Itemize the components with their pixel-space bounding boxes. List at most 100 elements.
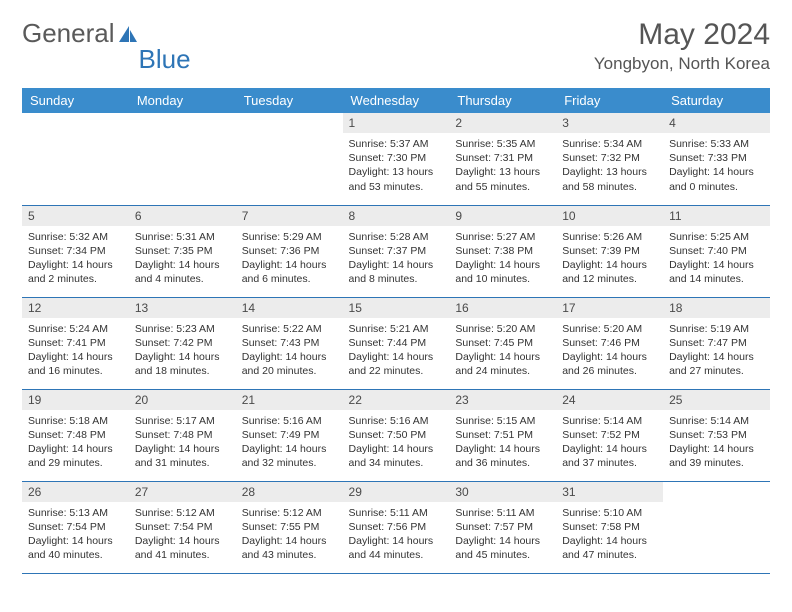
calendar-cell: 24Sunrise: 5:14 AMSunset: 7:52 PMDayligh… [556, 389, 663, 481]
weekday-header: Monday [129, 88, 236, 113]
calendar-cell: 28Sunrise: 5:12 AMSunset: 7:55 PMDayligh… [236, 481, 343, 573]
day-body: Sunrise: 5:21 AMSunset: 7:44 PMDaylight:… [343, 318, 450, 385]
day-number: 24 [556, 390, 663, 410]
day-number: 28 [236, 482, 343, 502]
day-number: 5 [22, 206, 129, 226]
day-number: 19 [22, 390, 129, 410]
title-block: May 2024 Yongbyon, North Korea [594, 18, 770, 74]
calendar-cell [236, 113, 343, 205]
calendar-cell: 16Sunrise: 5:20 AMSunset: 7:45 PMDayligh… [449, 297, 556, 389]
calendar-table: SundayMondayTuesdayWednesdayThursdayFrid… [22, 88, 770, 574]
day-number: 21 [236, 390, 343, 410]
day-body: Sunrise: 5:14 AMSunset: 7:52 PMDaylight:… [556, 410, 663, 477]
day-body: Sunrise: 5:27 AMSunset: 7:38 PMDaylight:… [449, 226, 556, 293]
day-body: Sunrise: 5:31 AMSunset: 7:35 PMDaylight:… [129, 226, 236, 293]
calendar-cell: 15Sunrise: 5:21 AMSunset: 7:44 PMDayligh… [343, 297, 450, 389]
calendar-cell: 9Sunrise: 5:27 AMSunset: 7:38 PMDaylight… [449, 205, 556, 297]
day-number: 9 [449, 206, 556, 226]
day-body: Sunrise: 5:11 AMSunset: 7:57 PMDaylight:… [449, 502, 556, 569]
day-number: 14 [236, 298, 343, 318]
day-body: Sunrise: 5:19 AMSunset: 7:47 PMDaylight:… [663, 318, 770, 385]
day-body: Sunrise: 5:29 AMSunset: 7:36 PMDaylight:… [236, 226, 343, 293]
calendar-cell [663, 481, 770, 573]
calendar-cell: 5Sunrise: 5:32 AMSunset: 7:34 PMDaylight… [22, 205, 129, 297]
calendar-row: 26Sunrise: 5:13 AMSunset: 7:54 PMDayligh… [22, 481, 770, 573]
day-number: 1 [343, 113, 450, 133]
calendar-row: 1Sunrise: 5:37 AMSunset: 7:30 PMDaylight… [22, 113, 770, 205]
calendar-cell: 11Sunrise: 5:25 AMSunset: 7:40 PMDayligh… [663, 205, 770, 297]
month-title: May 2024 [594, 18, 770, 52]
day-body: Sunrise: 5:28 AMSunset: 7:37 PMDaylight:… [343, 226, 450, 293]
calendar-row: 12Sunrise: 5:24 AMSunset: 7:41 PMDayligh… [22, 297, 770, 389]
weekday-header: Tuesday [236, 88, 343, 113]
calendar-cell: 3Sunrise: 5:34 AMSunset: 7:32 PMDaylight… [556, 113, 663, 205]
day-number: 20 [129, 390, 236, 410]
day-number: 26 [22, 482, 129, 502]
day-number: 8 [343, 206, 450, 226]
calendar-row: 19Sunrise: 5:18 AMSunset: 7:48 PMDayligh… [22, 389, 770, 481]
day-body: Sunrise: 5:14 AMSunset: 7:53 PMDaylight:… [663, 410, 770, 477]
calendar-cell: 27Sunrise: 5:12 AMSunset: 7:54 PMDayligh… [129, 481, 236, 573]
weekday-header: Saturday [663, 88, 770, 113]
day-number: 15 [343, 298, 450, 318]
day-number: 22 [343, 390, 450, 410]
day-body: Sunrise: 5:32 AMSunset: 7:34 PMDaylight:… [22, 226, 129, 293]
calendar-cell: 7Sunrise: 5:29 AMSunset: 7:36 PMDaylight… [236, 205, 343, 297]
calendar-cell: 17Sunrise: 5:20 AMSunset: 7:46 PMDayligh… [556, 297, 663, 389]
day-body: Sunrise: 5:24 AMSunset: 7:41 PMDaylight:… [22, 318, 129, 385]
day-body: Sunrise: 5:16 AMSunset: 7:49 PMDaylight:… [236, 410, 343, 477]
weekday-header: Wednesday [343, 88, 450, 113]
day-number: 10 [556, 206, 663, 226]
calendar-cell: 26Sunrise: 5:13 AMSunset: 7:54 PMDayligh… [22, 481, 129, 573]
calendar-cell [22, 113, 129, 205]
calendar-cell: 25Sunrise: 5:14 AMSunset: 7:53 PMDayligh… [663, 389, 770, 481]
day-body: Sunrise: 5:37 AMSunset: 7:30 PMDaylight:… [343, 133, 450, 200]
location: Yongbyon, North Korea [594, 54, 770, 74]
day-number: 3 [556, 113, 663, 133]
weekday-header: Friday [556, 88, 663, 113]
logo-blue: GeneralBlue [22, 44, 191, 75]
calendar-cell: 20Sunrise: 5:17 AMSunset: 7:48 PMDayligh… [129, 389, 236, 481]
calendar-cell: 6Sunrise: 5:31 AMSunset: 7:35 PMDaylight… [129, 205, 236, 297]
day-body: Sunrise: 5:33 AMSunset: 7:33 PMDaylight:… [663, 133, 770, 200]
weekday-header: Thursday [449, 88, 556, 113]
day-number: 12 [22, 298, 129, 318]
day-number: 6 [129, 206, 236, 226]
calendar-cell: 19Sunrise: 5:18 AMSunset: 7:48 PMDayligh… [22, 389, 129, 481]
day-number: 2 [449, 113, 556, 133]
day-number: 25 [663, 390, 770, 410]
day-number: 13 [129, 298, 236, 318]
day-body: Sunrise: 5:34 AMSunset: 7:32 PMDaylight:… [556, 133, 663, 200]
day-body: Sunrise: 5:12 AMSunset: 7:54 PMDaylight:… [129, 502, 236, 569]
day-number: 4 [663, 113, 770, 133]
day-number: 16 [449, 298, 556, 318]
calendar-cell [129, 113, 236, 205]
day-body: Sunrise: 5:10 AMSunset: 7:58 PMDaylight:… [556, 502, 663, 569]
day-number: 17 [556, 298, 663, 318]
day-number: 7 [236, 206, 343, 226]
calendar-cell: 30Sunrise: 5:11 AMSunset: 7:57 PMDayligh… [449, 481, 556, 573]
calendar-cell: 31Sunrise: 5:10 AMSunset: 7:58 PMDayligh… [556, 481, 663, 573]
calendar-cell: 1Sunrise: 5:37 AMSunset: 7:30 PMDaylight… [343, 113, 450, 205]
calendar-cell: 4Sunrise: 5:33 AMSunset: 7:33 PMDaylight… [663, 113, 770, 205]
day-body: Sunrise: 5:26 AMSunset: 7:39 PMDaylight:… [556, 226, 663, 293]
calendar-cell: 22Sunrise: 5:16 AMSunset: 7:50 PMDayligh… [343, 389, 450, 481]
day-body: Sunrise: 5:20 AMSunset: 7:46 PMDaylight:… [556, 318, 663, 385]
calendar-cell: 23Sunrise: 5:15 AMSunset: 7:51 PMDayligh… [449, 389, 556, 481]
calendar-cell: 10Sunrise: 5:26 AMSunset: 7:39 PMDayligh… [556, 205, 663, 297]
day-body: Sunrise: 5:35 AMSunset: 7:31 PMDaylight:… [449, 133, 556, 200]
day-number: 27 [129, 482, 236, 502]
calendar-body: 1Sunrise: 5:37 AMSunset: 7:30 PMDaylight… [22, 113, 770, 573]
day-body: Sunrise: 5:22 AMSunset: 7:43 PMDaylight:… [236, 318, 343, 385]
day-number: 30 [449, 482, 556, 502]
day-number: 18 [663, 298, 770, 318]
day-body: Sunrise: 5:18 AMSunset: 7:48 PMDaylight:… [22, 410, 129, 477]
calendar-cell: 8Sunrise: 5:28 AMSunset: 7:37 PMDaylight… [343, 205, 450, 297]
calendar-cell: 29Sunrise: 5:11 AMSunset: 7:56 PMDayligh… [343, 481, 450, 573]
day-number: 29 [343, 482, 450, 502]
calendar-cell: 18Sunrise: 5:19 AMSunset: 7:47 PMDayligh… [663, 297, 770, 389]
day-body: Sunrise: 5:11 AMSunset: 7:56 PMDaylight:… [343, 502, 450, 569]
weekday-header: Sunday [22, 88, 129, 113]
day-body: Sunrise: 5:17 AMSunset: 7:48 PMDaylight:… [129, 410, 236, 477]
calendar-row: 5Sunrise: 5:32 AMSunset: 7:34 PMDaylight… [22, 205, 770, 297]
